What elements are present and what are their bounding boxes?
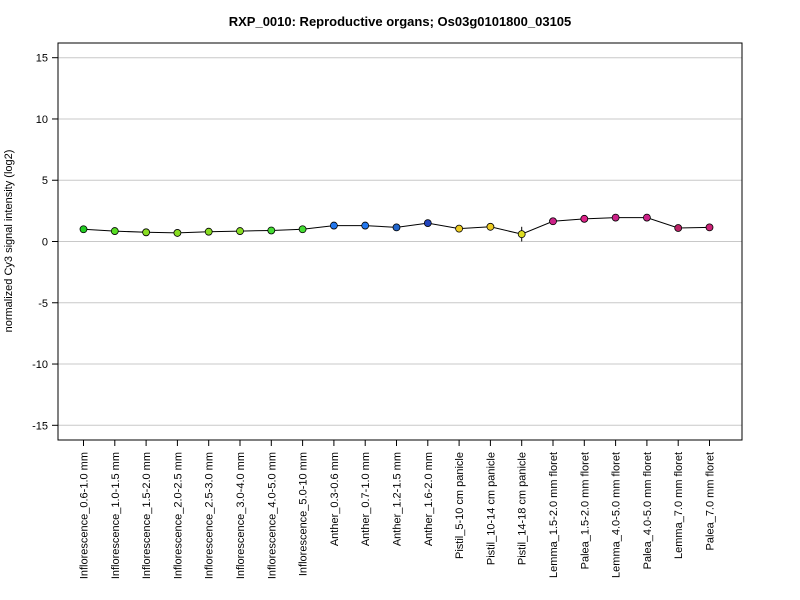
data-point: [79, 225, 88, 234]
data-point: [267, 226, 276, 235]
data-point: [643, 213, 651, 222]
y-axis-label: normalized Cy3 signal intensity (log2): [3, 150, 15, 333]
x-tick-label: Pistil_14-18 cm panicle: [517, 452, 529, 565]
y-tick-label: 15: [36, 53, 48, 65]
data-point: [486, 222, 495, 231]
chart-title: RXP_0010: Reproductive organs; Os03g0101…: [229, 14, 572, 29]
data-point: [236, 227, 244, 235]
y-axis: -15 -10 -5 0 5 10 15: [32, 53, 58, 432]
x-tick-label: Inflorescence_2.0-2.5 mm: [172, 452, 184, 579]
x-tick-label: Inflorescence_0.6-1.0 mm: [79, 452, 91, 579]
data-point: [173, 229, 182, 237]
data-point: [705, 223, 714, 232]
data-point: [110, 227, 119, 235]
data-point: [423, 219, 432, 228]
y-tick-label: 0: [42, 237, 48, 249]
x-tick-label: Palea_4.0-5.0 mm floret: [642, 452, 654, 569]
x-tick-label: Palea_1.5-2.0 mm floret: [579, 452, 591, 569]
x-tick-label: Palea_7.0 mm floret: [705, 452, 717, 550]
data-point: [392, 223, 401, 232]
x-tick-label: Inflorescence_5.0-10 mm: [298, 452, 310, 576]
x-axis: Inflorescence_0.6-1.0 mm Inflorescence_1.…: [79, 440, 717, 579]
x-tick-label: Anther_0.7-1.0 mm: [360, 452, 372, 546]
series: [79, 213, 714, 242]
y-tick-label: -5: [38, 298, 48, 310]
data-point: [298, 225, 307, 234]
data-point: [329, 221, 338, 230]
y-tick-label: -10: [32, 359, 48, 371]
x-tick-label: Inflorescence_3.0-4.0 mm: [235, 452, 247, 579]
x-tick-label: Inflorescence_1.0-1.5 mm: [110, 452, 122, 579]
x-tick-label: Inflorescence_2.5-3.0 mm: [204, 452, 216, 579]
x-tick-label: Inflorescence_1.5-2.0 mm: [141, 452, 153, 579]
data-point: [204, 227, 213, 236]
data-point: [549, 217, 557, 226]
data-point: [611, 213, 620, 222]
x-tick-label: Anther_0.3-0.6 mm: [329, 452, 341, 546]
data-point: [455, 224, 464, 233]
x-tick-label: Pistil_10-14 cm panicle: [485, 452, 497, 565]
data-point: [517, 230, 526, 239]
data-point: [361, 221, 370, 230]
x-tick-label: Inflorescence_4.0-5.0 mm: [266, 452, 278, 579]
y-tick-label: -15: [32, 420, 48, 432]
x-tick-label: Lemma_1.5-2.0 mm floret: [548, 452, 560, 578]
x-tick-label: Anther_1.6-2.0 mm: [423, 452, 435, 546]
data-point: [142, 228, 151, 237]
y-tick-label: 5: [42, 175, 48, 187]
data-point: [674, 224, 683, 232]
y-tick-label: 10: [36, 114, 48, 126]
grid: [58, 57, 742, 426]
x-tick-label: Anther_1.2-1.5 mm: [392, 452, 404, 546]
x-tick-label: Lemma_7.0 mm floret: [673, 452, 685, 559]
data-point: [580, 214, 589, 223]
x-tick-label: Lemma_4.0-5.0 mm floret: [611, 452, 623, 578]
x-tick-label: Pistil_5-10 cm panicle: [454, 452, 466, 559]
